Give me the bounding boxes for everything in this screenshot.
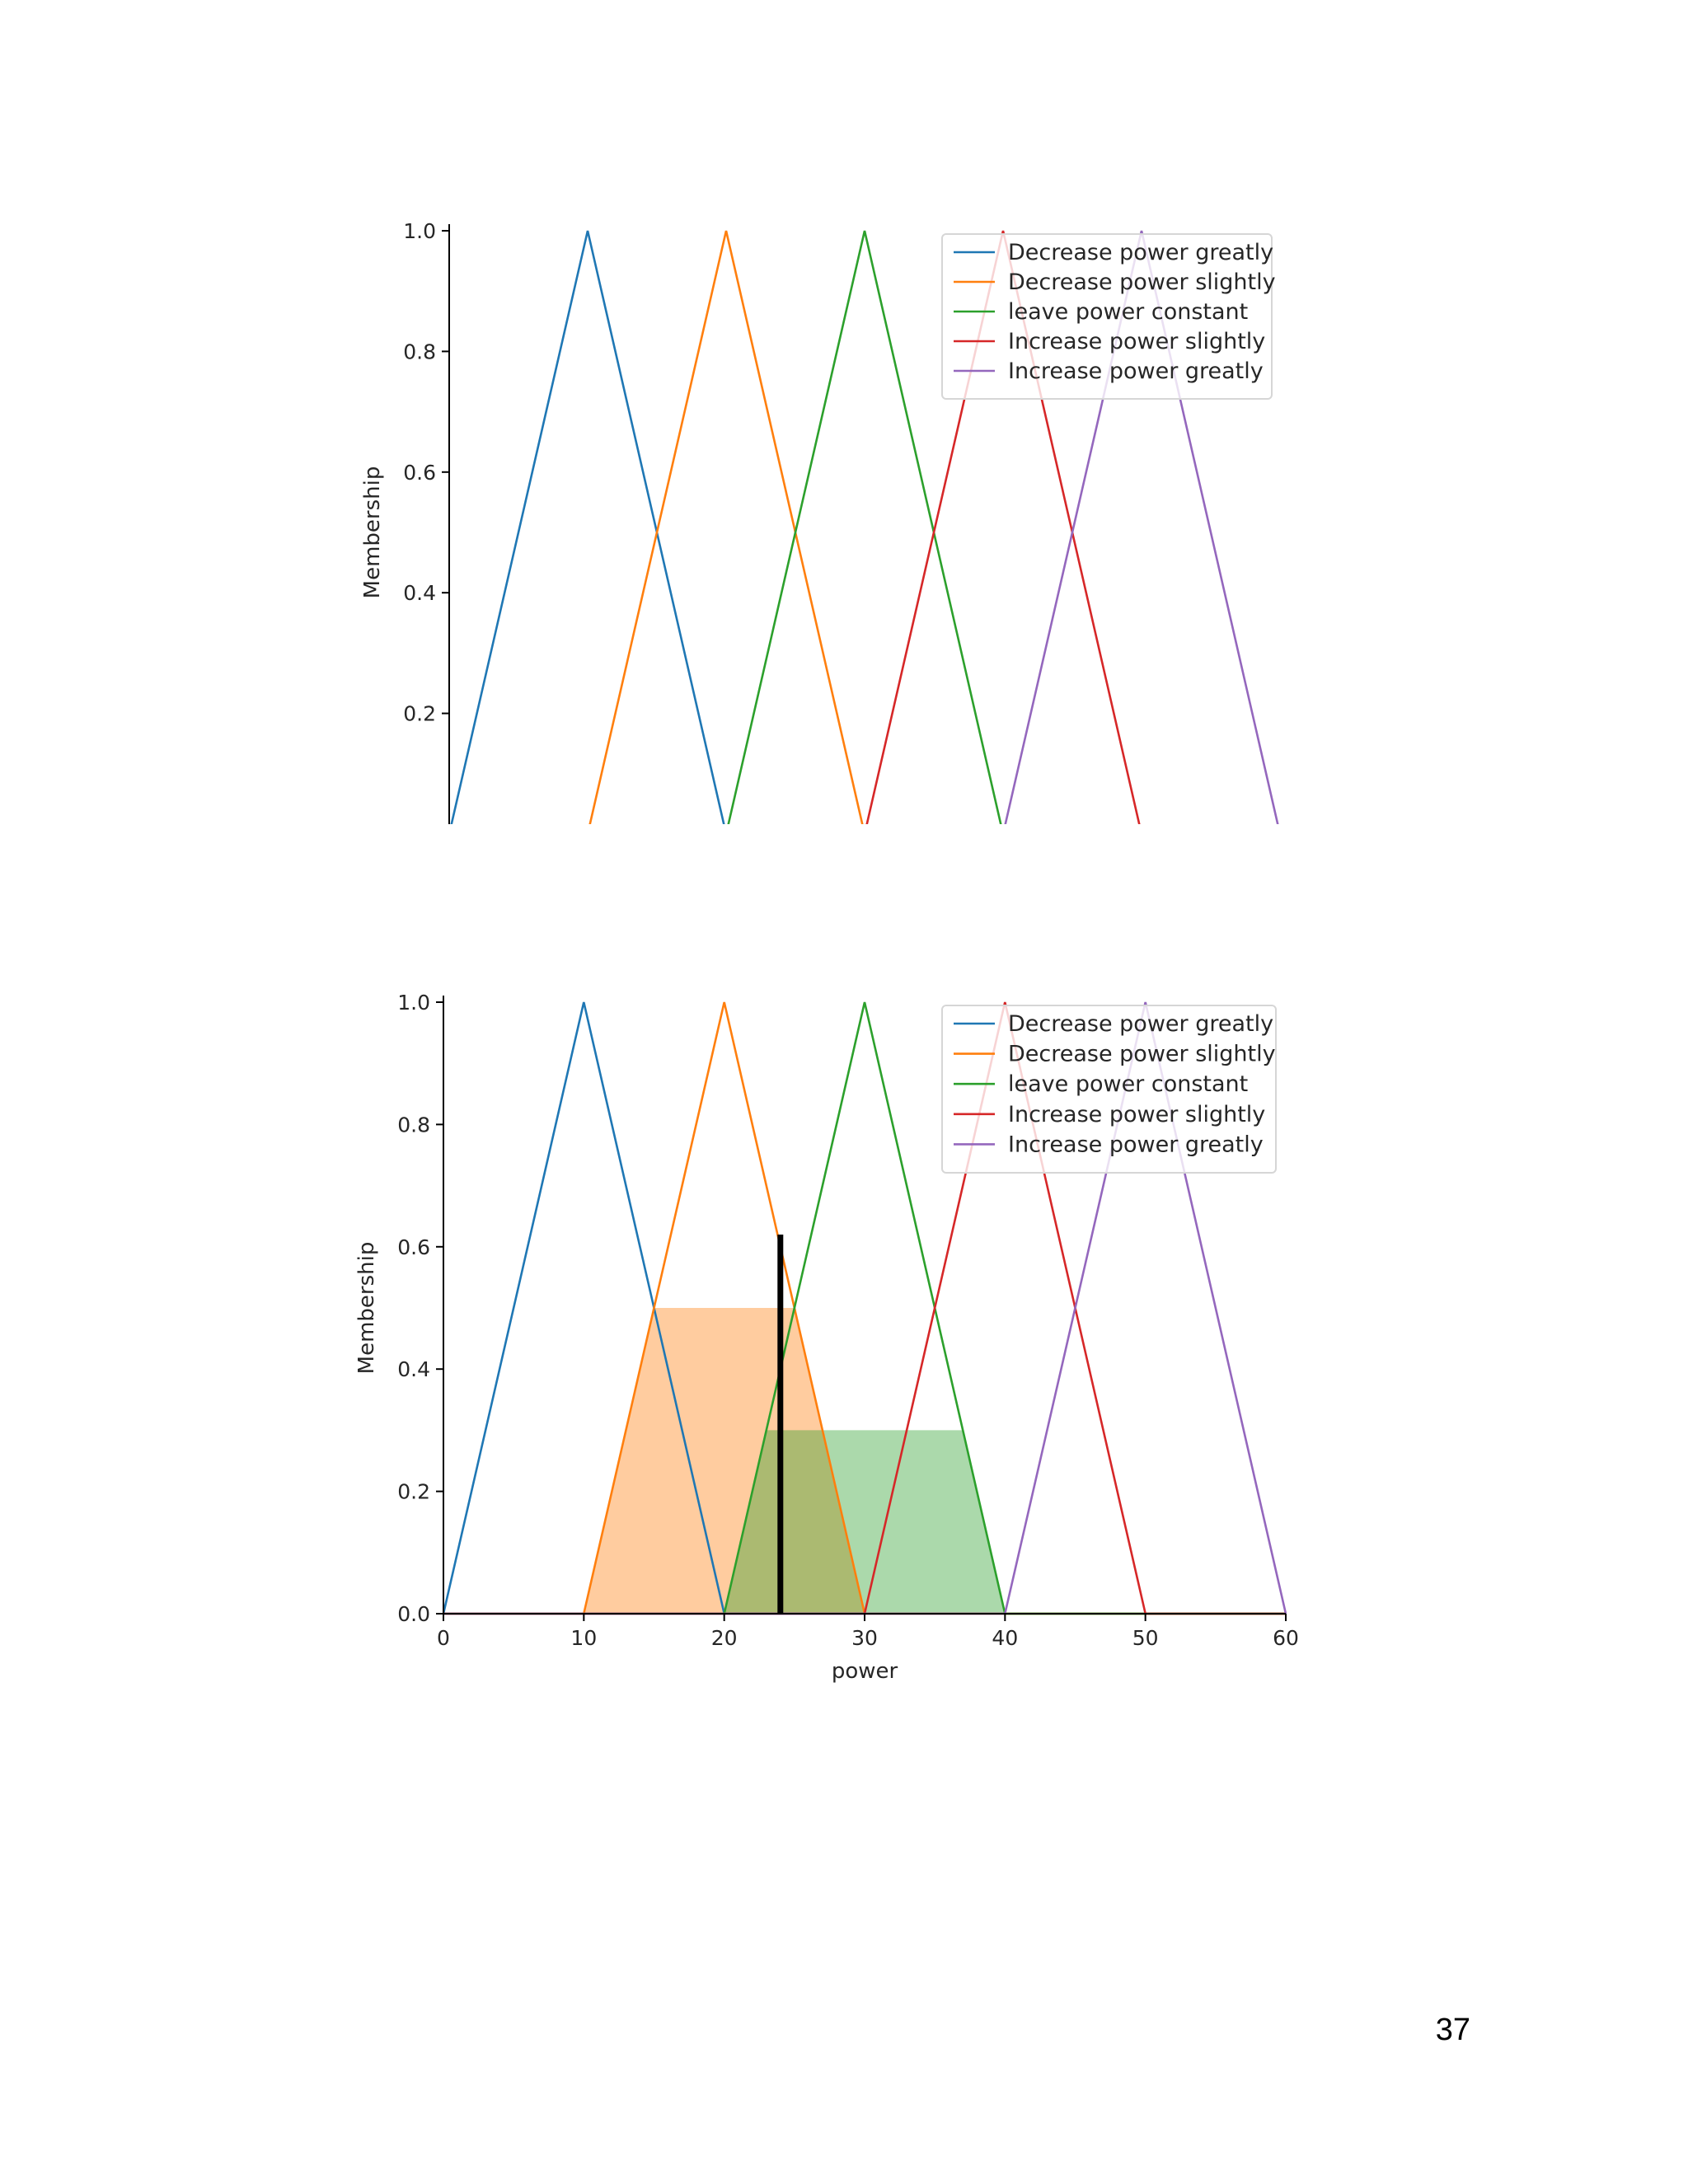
page-number: 37 xyxy=(1435,2013,1470,2047)
y-axis-label: Membership xyxy=(360,466,385,599)
y-tick-label: 0.6 xyxy=(403,461,436,485)
aggregated-membership-chart: 0 10 20 30 40 50 60 0.0 0.2 0.4 0.6 0.8 1.0 power Memb… xyxy=(354,991,1299,1684)
legend-label-2: leave power constant xyxy=(1008,299,1248,325)
legend-label-2: leave power constant xyxy=(1008,1071,1248,1097)
series-line-2 xyxy=(727,230,1002,824)
activation-area-1 xyxy=(724,1430,1006,1614)
legend-label-3: Increase power slightly xyxy=(1008,1102,1265,1127)
y-tick-label: 0.2 xyxy=(403,702,436,726)
series-line-1 xyxy=(588,230,864,824)
y-tick-label: 0.4 xyxy=(397,1357,430,1381)
x-axis-label: power xyxy=(832,1659,898,1684)
series-line-4 xyxy=(1004,230,1279,824)
legend-box xyxy=(941,1005,1277,1174)
legend-label-4: Increase power greatly xyxy=(1008,1132,1264,1157)
series-line-3 xyxy=(865,230,1141,824)
activation-area-0 xyxy=(584,1308,865,1614)
y-tick-label: 0.4 xyxy=(403,581,436,605)
x-tick-label: 60 xyxy=(1273,1626,1299,1650)
x-tick-label: 20 xyxy=(711,1626,738,1650)
y-axis-label: Membership xyxy=(354,1242,379,1375)
y-tick-label: 1.0 xyxy=(397,991,430,1015)
y-tick-label: 0.8 xyxy=(397,1113,430,1137)
x-tick-label: 50 xyxy=(1132,1626,1159,1650)
x-tick-label: 40 xyxy=(992,1626,1018,1650)
legend-box xyxy=(941,233,1273,400)
y-tick-label: 0.0 xyxy=(403,823,436,824)
legend-label-4: Increase power greatly xyxy=(1008,359,1264,384)
y-tick-label: 1.0 xyxy=(403,219,436,243)
x-tick-label: 10 xyxy=(570,1626,597,1650)
legend-label-0: Decrease power greatly xyxy=(1008,240,1273,265)
y-tick-label: 0.0 xyxy=(397,1602,430,1626)
legend-label-1: Decrease power slightly xyxy=(1008,269,1276,295)
legend-label-3: Increase power slightly xyxy=(1008,329,1265,354)
membership-chart: 01020304050600.00.20.40.60.81.0powerMemb… xyxy=(360,219,1279,824)
y-tick-label: 0.8 xyxy=(403,340,436,363)
x-tick-label: 0 xyxy=(437,1626,450,1650)
y-tick-label: 0.2 xyxy=(397,1480,430,1504)
x-tick-label: 30 xyxy=(851,1626,878,1650)
y-tick-label: 0.6 xyxy=(397,1235,430,1259)
legend-label-1: Decrease power slightly xyxy=(1008,1042,1276,1067)
legend-label-0: Decrease power greatly xyxy=(1008,1011,1273,1037)
